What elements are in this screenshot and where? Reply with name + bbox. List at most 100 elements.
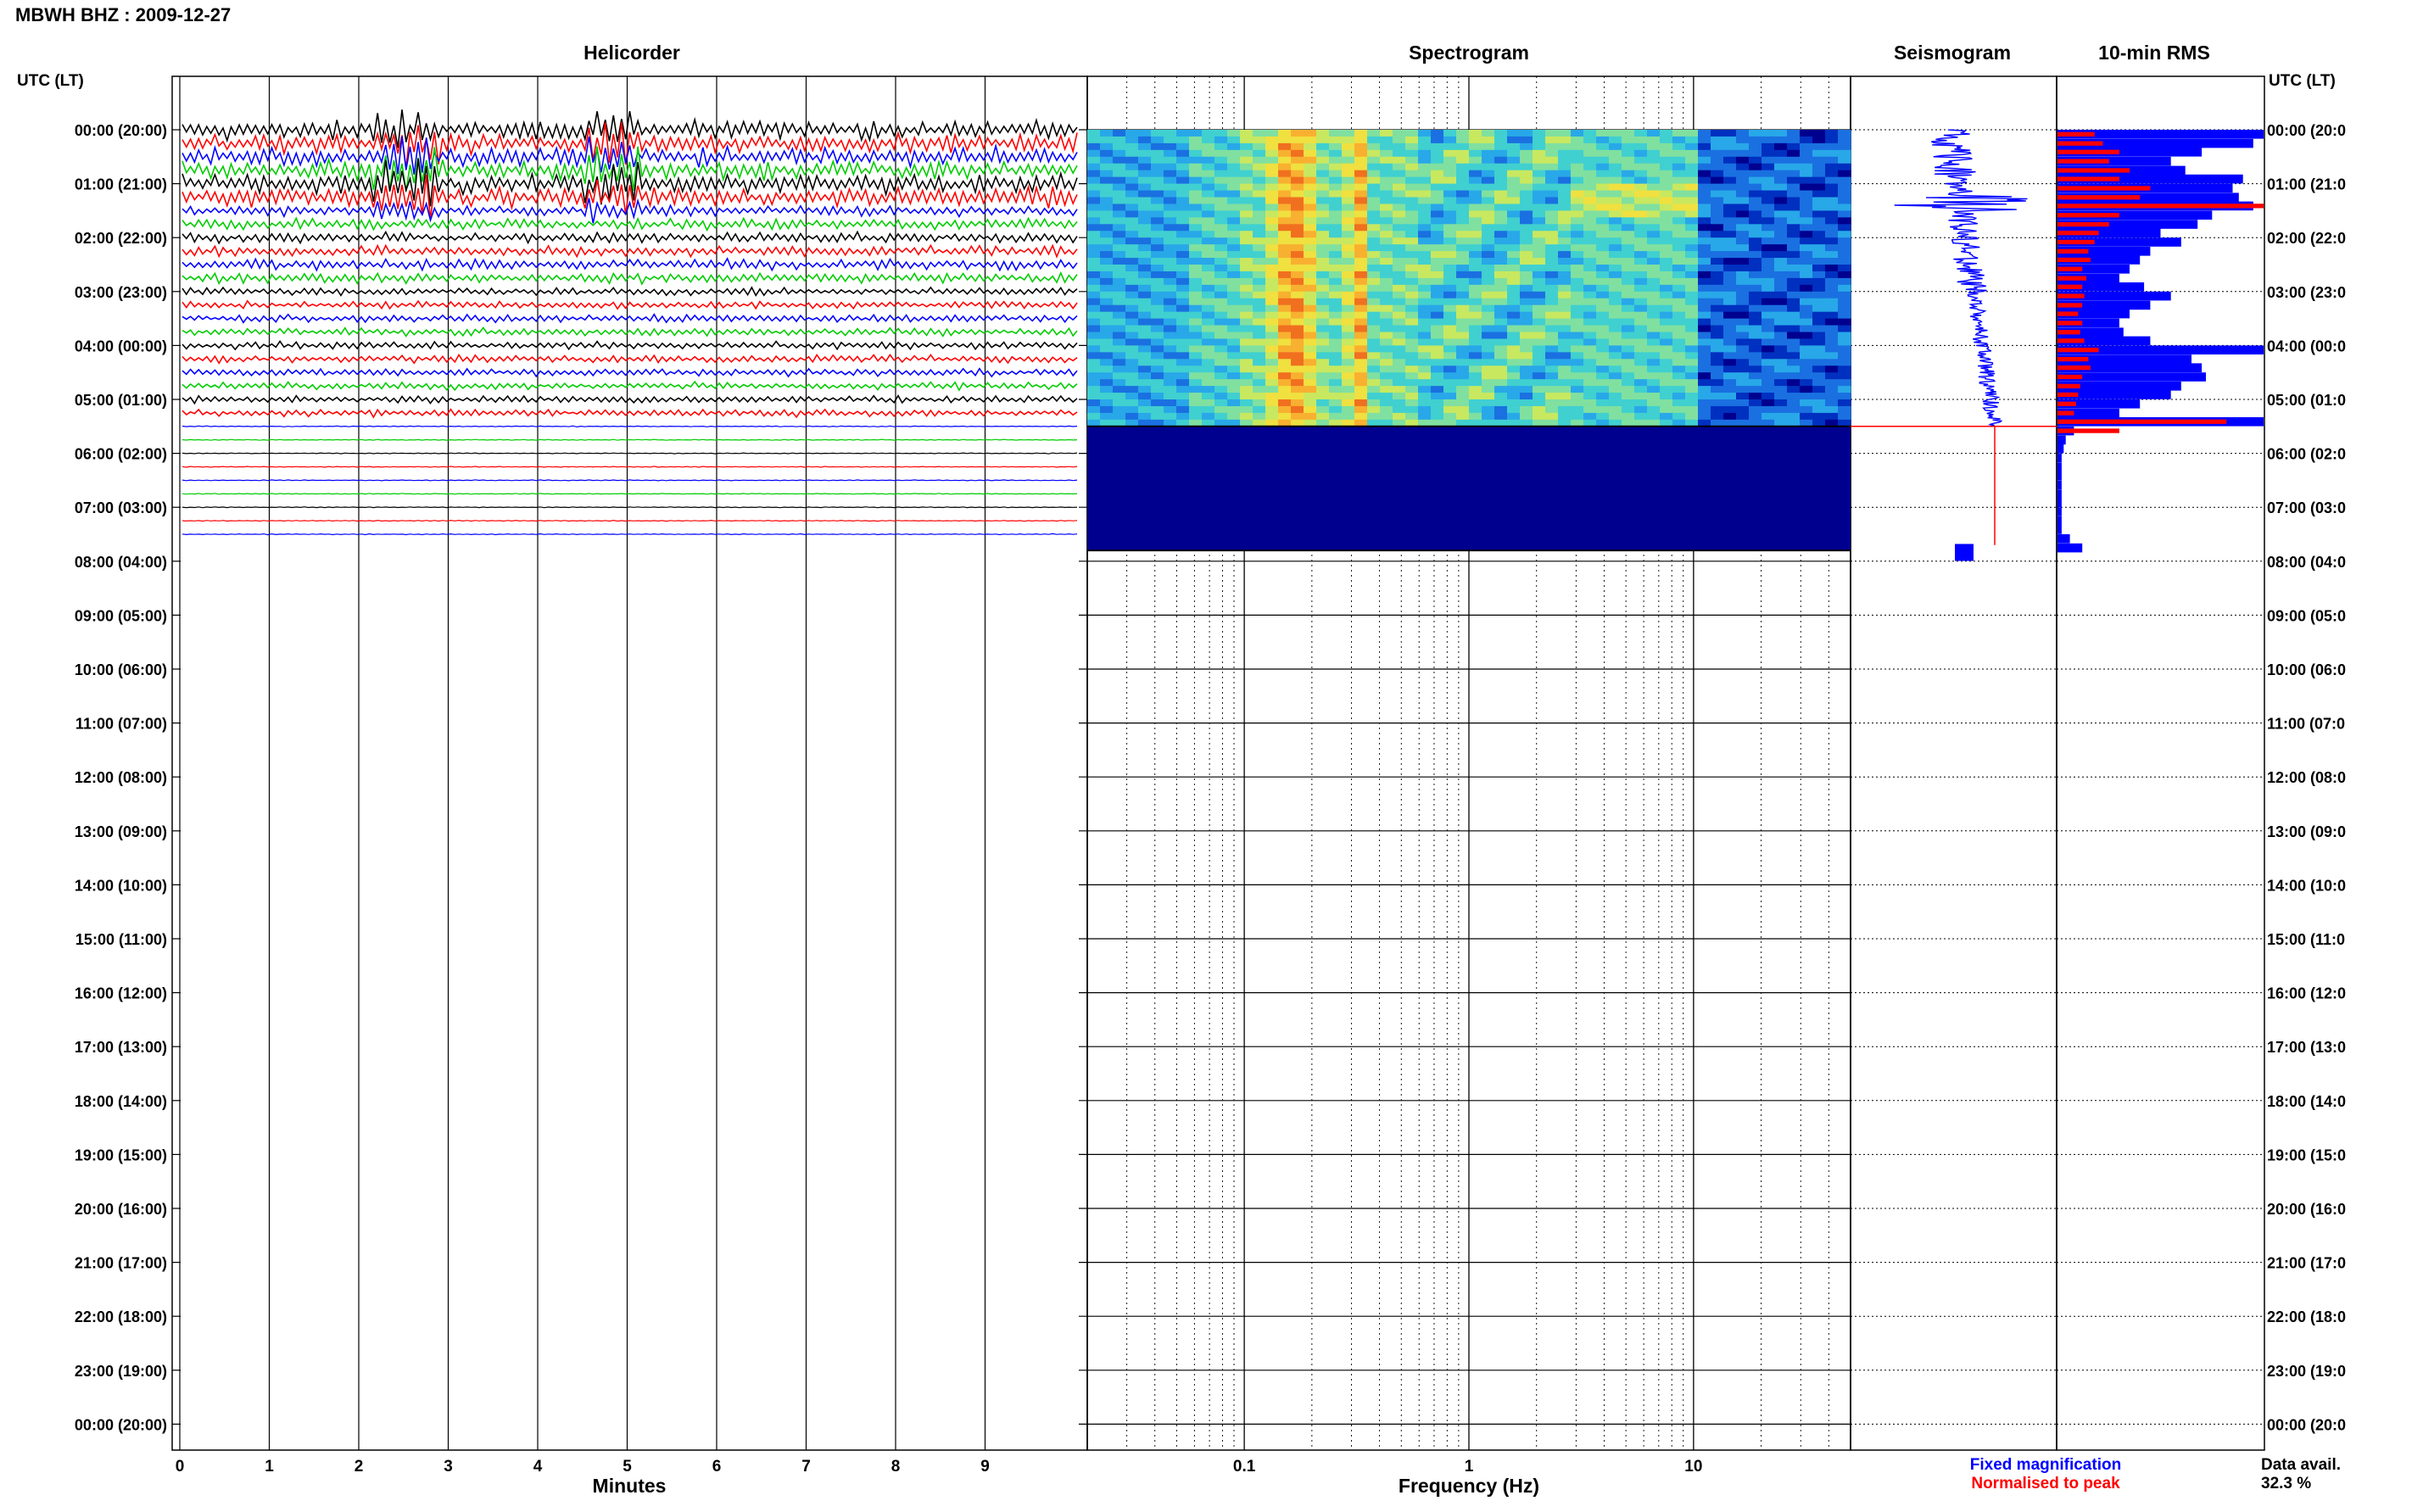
spectrogram-cell [1278, 332, 1292, 340]
spectrogram-cell [1316, 142, 1330, 151]
spectrogram-cell [1151, 291, 1164, 299]
spectrogram-cell [1113, 265, 1126, 272]
spectrogram-cell [1812, 386, 1826, 393]
spectrogram-cell [1698, 345, 1711, 353]
spectrogram-cell [1723, 359, 1737, 366]
spectrogram-cell [1125, 271, 1139, 279]
spectrogram-cell [1316, 231, 1330, 238]
spectrogram-cell [1507, 136, 1521, 144]
spectrogram-cell [1176, 197, 1190, 205]
spectrogram-cell [1685, 130, 1699, 137]
spectrogram-cell [1393, 258, 1406, 265]
spectrogram-cell [1787, 217, 1801, 225]
spectrogram-cell [1545, 405, 1559, 414]
left-time-tick-label: 01:00 (21:00) [75, 176, 167, 193]
spectrogram-cell [1698, 176, 1711, 185]
spectrogram-cell [1176, 365, 1190, 373]
spectrogram-cell [1176, 163, 1190, 171]
spectrogram-cell [1431, 231, 1444, 238]
spectrogram-cell [1533, 244, 1546, 252]
spectrogram-cell [1393, 244, 1406, 252]
minute-tick-label: 8 [891, 1458, 901, 1476]
spectrogram-cell [1113, 405, 1126, 414]
spectrogram-cell [1214, 156, 1228, 165]
spectrogram-cell [1087, 345, 1101, 353]
spectrogram-cell [1151, 352, 1164, 360]
spectrogram-cell [1367, 170, 1381, 178]
spectrogram-cell [1087, 271, 1101, 279]
spectrogram-cell [1494, 217, 1508, 225]
spectrogram-cell [1787, 372, 1801, 380]
spectrogram-cell [1698, 204, 1711, 211]
spectrogram-cell [1443, 251, 1457, 259]
spectrogram-cell [1227, 318, 1241, 326]
spectrogram-cell [1812, 379, 1826, 387]
spectrogram-cell [1558, 190, 1572, 198]
spectrogram-cell [1164, 386, 1177, 393]
spectrogram-cell [1291, 271, 1304, 279]
right-time-tick-label: 20:00 (16:0 [2267, 1201, 2346, 1218]
right-time-tick-label: 21:00 (17:0 [2267, 1255, 2346, 1272]
spectrogram-cell [1380, 393, 1393, 400]
spectrogram-cell [1698, 163, 1711, 171]
spectrogram-cell [1354, 163, 1368, 171]
spectrogram-cell [1825, 231, 1839, 238]
helicorder-trace [181, 159, 1078, 207]
spectrogram-cell [1265, 304, 1279, 313]
spectrogram-cell [1800, 352, 1813, 360]
rms-bar-fixed [2057, 345, 2264, 354]
spectrogram-cell [1622, 210, 1635, 218]
rms-bar-fixed [2057, 282, 2145, 292]
spectrogram-cell [1520, 338, 1533, 346]
spectrogram-cell [1202, 163, 1215, 171]
spectrogram-cell [1609, 251, 1622, 259]
spectrogram-cell [1342, 265, 1355, 272]
spectrogram-cell [1151, 183, 1164, 192]
figure-title: MBWH BHZ : 2009-12-27 [15, 4, 231, 25]
spectrogram-cell [1583, 372, 1597, 380]
spectrogram-cell [1838, 149, 1851, 158]
spectrogram-cell [1698, 352, 1711, 360]
spectrogram-cell [1354, 170, 1368, 178]
spectrogram-cell [1787, 399, 1801, 407]
spectrogram-cell [1278, 412, 1292, 421]
right-time-tick-label: 00:00 (20:0 [2267, 122, 2346, 139]
spectrogram-cell [1354, 405, 1368, 414]
spectrogram-cell [1100, 271, 1114, 279]
spectrogram-cell [1418, 197, 1432, 205]
spectrogram-cell [1443, 325, 1457, 333]
spectrogram-cell [1291, 325, 1304, 333]
spectrogram-cell [1164, 258, 1177, 265]
spectrogram-cell [1647, 136, 1661, 144]
spectrogram-cell [1838, 338, 1851, 346]
spectrogram-cell [1660, 291, 1673, 299]
spectrogram-cell [1354, 210, 1368, 218]
spectrogram-cell [1113, 284, 1126, 293]
spectrogram-cell [1202, 325, 1215, 333]
rms-bar-fixed [2057, 435, 2066, 445]
rms-bar-normalised [2057, 204, 2264, 209]
spectrogram-cell [1787, 298, 1801, 306]
helicorder-trace [181, 313, 1078, 324]
spectrogram-cell [1329, 224, 1343, 232]
spectrogram-cell [1456, 224, 1470, 232]
spectrogram-cell [1736, 345, 1750, 353]
spectrogram-cell [1342, 338, 1355, 346]
spectrogram-cell [1812, 325, 1826, 333]
spectrogram-cell [1558, 251, 1572, 259]
spectrogram-cell [1749, 332, 1762, 340]
spectrogram-cell [1583, 271, 1597, 279]
spectrogram-cell [1405, 224, 1419, 232]
spectrogram-cell [1482, 271, 1495, 279]
spectrogram-cell [1698, 325, 1711, 333]
spectrogram-cell [1405, 379, 1419, 387]
spectrogram-cell [1431, 149, 1444, 158]
spectrogram-cell [1672, 325, 1686, 333]
spectrogram-cell [1596, 277, 1610, 286]
spectrogram-cell [1113, 386, 1126, 393]
spectrogram-cell [1749, 284, 1762, 293]
spectrogram-cell [1329, 204, 1343, 211]
spectrogram-cell [1265, 271, 1279, 279]
spectrogram-cell [1685, 318, 1699, 326]
spectrogram-cell [1405, 325, 1419, 333]
